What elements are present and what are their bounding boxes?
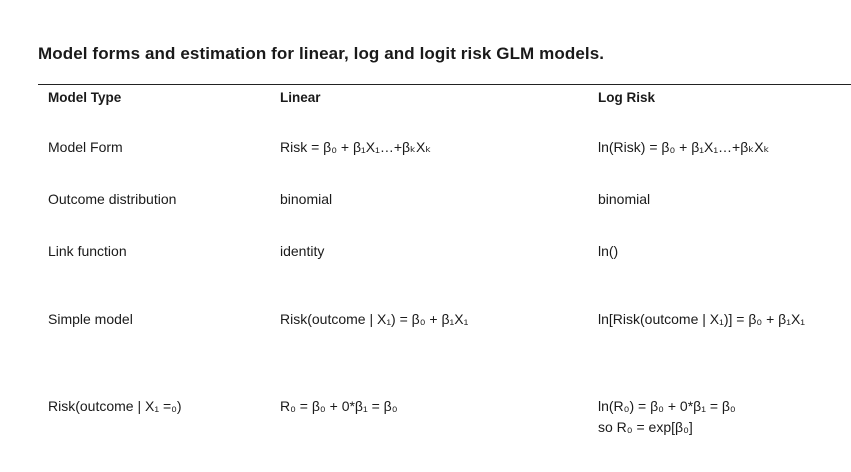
row-label-link-function: Link function xyxy=(48,243,127,259)
cell-linear-baseline-risk: R₀ = β₀ + 0*β₁ = β₀ xyxy=(280,398,398,414)
row-label-baseline-risk: Risk(outcome | X₁ =₀) xyxy=(48,398,182,414)
header-rule xyxy=(38,84,851,85)
header-log-risk: Log Risk xyxy=(598,90,656,105)
row-label-outcome-distribution: Outcome distribution xyxy=(48,191,177,207)
cell-linear-simple-model: Risk(outcome | X₁) = β₀ + β₁X₁ xyxy=(280,311,469,327)
cell-log-risk-model-form: ln(Risk) = β₀ + β₁X₁…+βₖXₖ xyxy=(598,139,770,155)
cell-linear-outcome-distribution: binomial xyxy=(280,191,333,207)
row-label-model-form: Model Form xyxy=(48,139,123,155)
cell-log-risk-simple-model: ln[Risk(outcome | X₁)] = β₀ + β₁X₁ xyxy=(598,311,806,327)
header-model-type: Model Type xyxy=(48,90,122,105)
table-title: Model forms and estimation for linear, l… xyxy=(38,44,605,63)
cell-linear-link-function: identity xyxy=(280,243,325,259)
header-linear: Linear xyxy=(280,90,321,105)
cell-log-risk-baseline-risk-exp: so R₀ = exp[β₀] xyxy=(598,419,693,435)
cell-linear-model-form: Risk = β₀ + β₁X₁…+βₖXₖ xyxy=(280,139,432,155)
cell-log-risk-baseline-risk: ln(R₀) = β₀ + 0*β₁ = β₀ xyxy=(598,398,736,414)
cell-log-risk-link-function: ln() xyxy=(598,243,619,259)
row-label-simple-model: Simple model xyxy=(48,311,133,327)
cell-log-risk-outcome-distribution: binomial xyxy=(598,191,651,207)
